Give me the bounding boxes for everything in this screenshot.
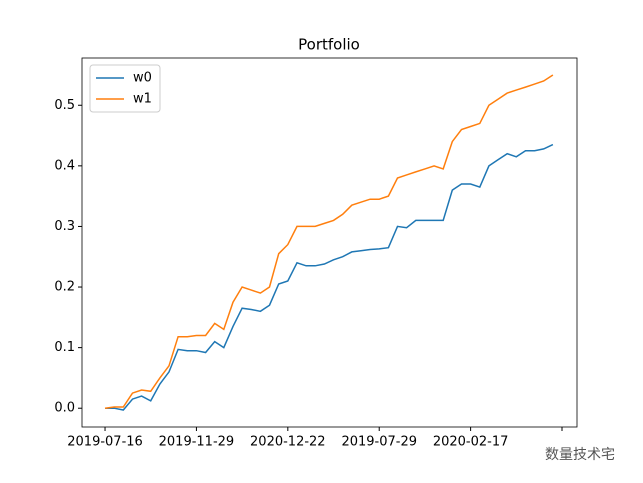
x-tick-label: 2019-07-29 (341, 435, 417, 450)
x-tick-label: 2019-07-16 (67, 435, 143, 450)
line (104, 74, 554, 409)
legend-box (89, 64, 161, 113)
line (105, 143, 554, 411)
y-tick-label: 0.2 (54, 280, 75, 295)
x-tick-label: 2020-02-17 (433, 435, 509, 450)
y-tick-label: 0.1 (54, 340, 75, 355)
y-tick-label: 0.3 (54, 219, 75, 234)
y-tick-label: 0.5 (54, 98, 75, 113)
x-tick-label: 2019-11-29 (159, 435, 235, 450)
x-tick-label: 2020-12-22 (250, 435, 326, 450)
axes-frame (81, 57, 578, 428)
watermark: 数量技术宅 (545, 447, 615, 463)
legend-label: w1 (133, 92, 152, 107)
y-tick-label: 0.0 (54, 401, 75, 416)
chart-title: Portfolio (298, 36, 360, 54)
y-tick-label: 0.4 (54, 158, 75, 173)
legend-label: w0 (133, 71, 152, 86)
